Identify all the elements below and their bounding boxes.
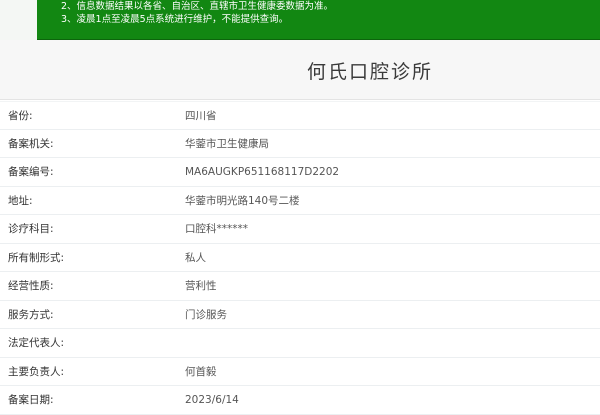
row-value: 门诊服务 <box>185 308 227 321</box>
row-label: 经营性质: <box>8 280 54 293</box>
table-row: 备案编号: MA6AUGKP651168117D2202 <box>0 158 600 187</box>
table-row: 备案日期: 2023/6/14 <box>0 386 600 415</box>
row-label: 法定代表人: <box>8 337 65 350</box>
row-label: 备案编号: <box>8 166 54 179</box>
row-value: 私人 <box>185 251 206 264</box>
table-row: 主要负责人: 何首毅 <box>0 357 600 386</box>
notice-line-3: 3、凌晨1点至凌晨5点系统进行维护，不能提供查询。 <box>61 14 289 25</box>
notice-banner-area: 1、查询数据截止到2023年12月24日22时。 2、信息数据结果以各省、自治区… <box>0 0 600 40</box>
title-bar: 何氏口腔诊所 <box>0 40 600 100</box>
row-label: 地址: <box>8 194 33 207</box>
table-row: 地址: 华蓥市明光路140号二楼 <box>0 186 600 215</box>
table-row: 所有制形式: 私人 <box>0 243 600 272</box>
page-title: 何氏口腔诊所 <box>306 61 433 83</box>
row-label: 主要负责人: <box>8 365 65 378</box>
table-row: 诊疗科目: 口腔科****** <box>0 215 600 244</box>
notice-bottom-divider <box>37 39 600 40</box>
row-value: 华蓥市明光路140号二楼 <box>185 194 300 207</box>
table-row: 经营性质: 营利性 <box>0 272 600 301</box>
row-value: 四川省 <box>185 109 217 122</box>
table-row: 法定代表人: <box>0 329 600 358</box>
table-row: 省份: 四川省 <box>0 101 600 130</box>
row-label: 服务方式: <box>8 308 54 321</box>
row-value: MA6AUGKP651168117D2202 <box>185 165 340 178</box>
row-value: 何首毅 <box>185 365 217 378</box>
row-label: 诊疗科目: <box>8 223 54 236</box>
institution-detail-table: 省份: 四川省 备案机关: 华蓥市卫生健康局 备案编号: MA6AUGKP651… <box>0 101 600 415</box>
row-value: 华蓥市卫生健康局 <box>185 137 269 150</box>
table-row: 服务方式: 门诊服务 <box>0 300 600 329</box>
row-value: 口腔科****** <box>185 223 248 236</box>
row-label: 所有制形式: <box>8 251 65 264</box>
notice-banner: 1、查询数据截止到2023年12月24日22时。 2、信息数据结果以各省、自治区… <box>37 0 600 40</box>
row-label: 省份: <box>8 109 33 122</box>
table-row: 备案机关: 华蓥市卫生健康局 <box>0 129 600 158</box>
row-label: 备案机关: <box>8 137 54 150</box>
notice-line-2: 2、信息数据结果以各省、自治区、直辖市卫生健康委数据为准。 <box>61 1 334 12</box>
row-value: 营利性 <box>185 280 217 293</box>
